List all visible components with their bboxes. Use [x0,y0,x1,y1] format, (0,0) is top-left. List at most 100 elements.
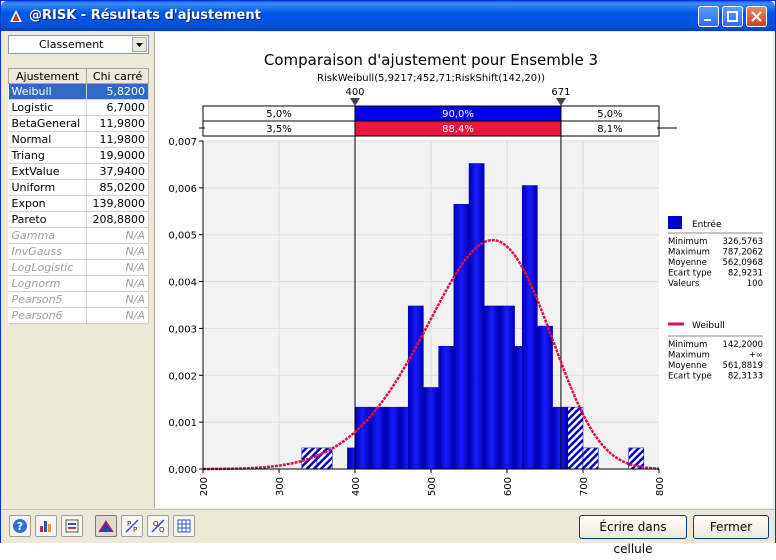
band-left-label: 5,0% [266,109,291,120]
histogram-bar [552,406,569,470]
table-header-row: Ajustement Chi carré [7,68,149,84]
legend-stat-value: 82,9231 [728,269,763,279]
legend-stat-label: Maximum [668,248,710,258]
ranking-select-value: Classement [39,38,104,51]
y-tick-label: 0,007 [168,137,197,148]
histogram-bar [567,406,584,470]
density-chart-button[interactable] [95,515,117,537]
chi-square-cell: 19,9000 [86,147,149,164]
help-icon: ? [13,519,27,533]
table-row[interactable]: Weibull 5,8200 [8,83,149,100]
pp-plot-icon: PP [125,519,139,534]
histogram-bar [483,305,500,470]
histogram-bar [385,406,401,470]
table-row[interactable]: Pearson6 N/A [8,307,149,324]
histogram-bar [521,185,538,470]
fit-comparison-chart: Comparaison d'ajustement pour Ensemble 3… [154,32,773,508]
window-title: @RISK - Résultats d'ajustement [29,8,261,23]
write-to-cell-button[interactable]: Écrire dans cellule [579,515,687,556]
table-view-button[interactable] [173,515,195,537]
histogram-bar [407,305,424,470]
title-bar[interactable]: @RISK - Résultats d'ajustement [1,1,775,31]
chi-square-cell: 6,7000 [86,99,149,116]
chi-square-cell: N/A [86,259,149,276]
table-row[interactable]: Pearson5 N/A [8,291,149,308]
legend-stat-value: 561,8819 [722,361,763,371]
histogram-bar [537,325,553,470]
y-tick-label: 0,002 [168,371,197,382]
legend-stat-label: Moyenne [668,258,707,268]
table-row[interactable]: Normal 11,9800 [8,131,149,148]
close-button[interactable]: Fermer [693,515,769,539]
legend-stat-label: Ecart type [668,269,712,279]
help-button[interactable]: ? [9,515,31,537]
legend-stat-value: 326,5763 [722,237,763,247]
histogram-icon [40,521,51,532]
y-tick-label: 0,005 [168,231,197,242]
table-row[interactable]: Pareto 208,8800 [8,211,149,228]
histogram-bar [468,163,485,470]
table-row[interactable]: LogLogistic N/A [8,259,149,276]
ranking-select[interactable]: Classement [8,35,149,54]
legend-stat-label: Valeurs [668,279,700,289]
fit-ranking-panel: Classement Ajustement Chi carré Weibull 5… [4,32,153,508]
table-row[interactable]: Gamma N/A [8,227,149,244]
column-header-chi-square[interactable]: Chi carré [86,68,149,84]
maximize-button[interactable] [722,6,743,27]
chi-square-cell: 37,9400 [86,163,149,180]
chevron-down-icon [136,43,143,47]
fit-name-cell: Lognorm [8,275,88,292]
table-row[interactable]: Expon 139,8000 [8,195,149,212]
chi-square-cell: N/A [86,275,149,292]
table-row[interactable]: Triang 19,9000 [8,147,149,164]
delimiter-handle-icon [350,98,360,106]
svg-text:Q: Q [153,520,159,528]
y-tick-label: 0,006 [168,184,197,195]
fit-name-cell: Weibull [8,83,88,100]
x-tick-label: 600 [503,477,514,496]
minimize-icon [704,19,711,21]
table-row[interactable]: InvGauss N/A [8,243,149,260]
histogram-chart-button[interactable] [35,515,57,537]
minimize-button[interactable] [698,6,719,27]
chart-subtitle: RiskWeibull(5,9217;452,71;RiskShift(142,… [317,73,545,84]
svg-text:P: P [133,526,137,534]
fit-name-cell: BetaGeneral [8,115,88,132]
fit-name-cell: Gamma [8,227,88,244]
chi-square-cell: 139,8000 [86,195,149,212]
y-tick-label: 0,004 [168,278,197,289]
table-row[interactable]: Logistic 6,7000 [8,99,149,116]
histogram-bar [369,406,386,470]
table-row[interactable]: BetaGeneral 11,9800 [8,115,149,132]
ranking-dropdown-button[interactable] [132,37,147,52]
y-tick-label: 0,001 [168,418,197,429]
legend-label-weibull: Weibull [692,321,725,331]
sort-button[interactable] [61,515,83,537]
x-tick-label: 300 [275,477,286,496]
chi-square-cell: N/A [86,291,149,308]
x-tick-label: 700 [579,477,590,496]
chi-square-cell: N/A [86,307,149,324]
fit-name-cell: LogLogistic [8,259,88,276]
column-header-fit[interactable]: Ajustement [7,68,88,84]
table-row[interactable]: ExtValue 37,9400 [8,163,149,180]
band-middle-label: 90,0% [442,109,474,120]
close-window-button[interactable] [746,6,767,27]
table-icon [177,519,191,533]
legend-stat-label: Ecart type [668,372,712,382]
table-row[interactable]: Lognorm N/A [8,275,149,292]
histogram-bar [354,406,371,470]
fit-band-right-label: 8,1% [597,124,622,135]
close-icon [751,11,762,22]
svg-text:?: ? [17,520,23,533]
table-row[interactable]: Uniform 85,0200 [8,179,149,196]
histogram-bar [453,204,470,470]
x-tick-label: 500 [427,477,438,496]
svg-text:Q: Q [159,526,165,534]
x-tick-label: 200 [199,477,210,496]
legend-label-input: Entrée [692,219,722,230]
histogram-bar [301,447,318,470]
